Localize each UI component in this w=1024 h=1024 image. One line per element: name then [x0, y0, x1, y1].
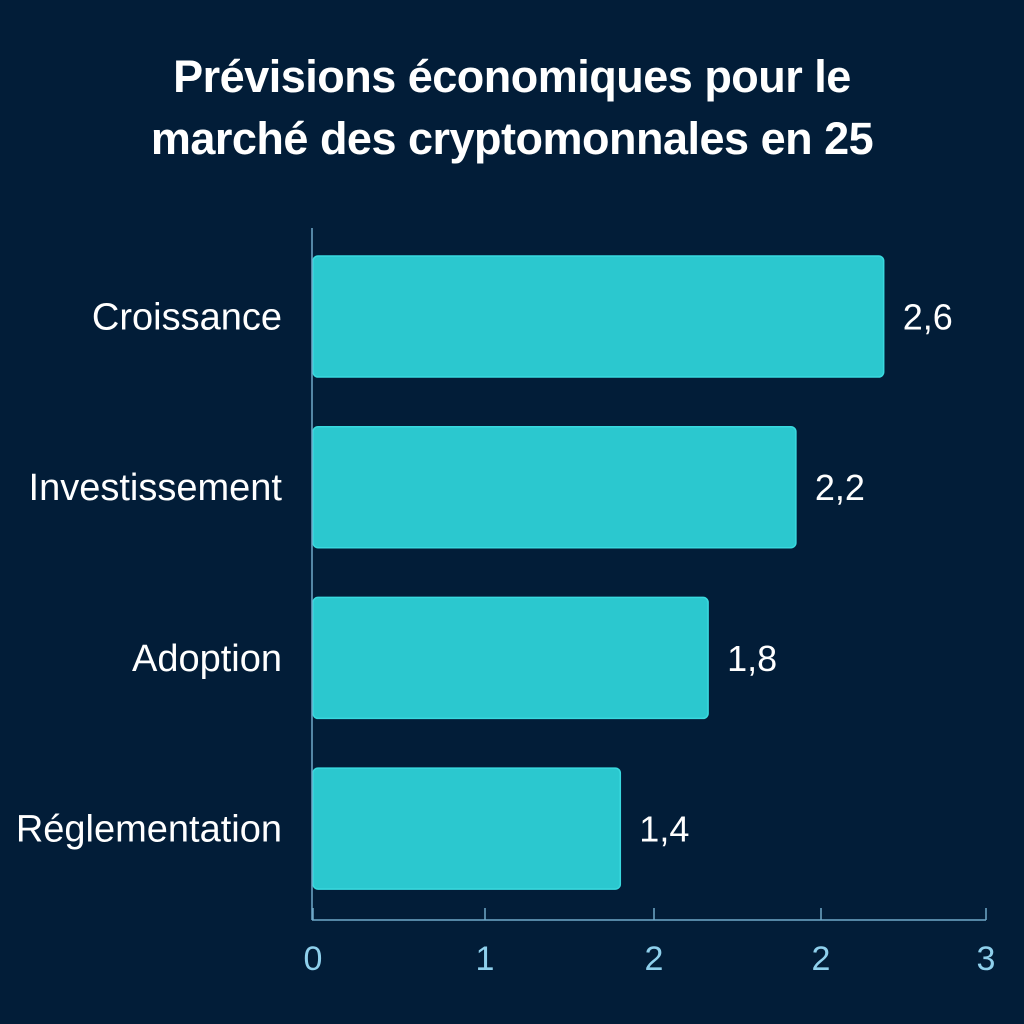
x-tick-label: 0 [304, 940, 323, 978]
category-label: Croissance [92, 297, 282, 339]
category-label: Adoption [132, 638, 282, 680]
x-axis: 0 1 2 2 3 [304, 228, 996, 978]
chart-title-line-2: marché des cryptomonnales en 25 [150, 113, 874, 164]
x-tick-label: 2 [645, 940, 664, 978]
category-label: Investissement [29, 467, 283, 509]
value-label: 2,6 [903, 297, 953, 338]
value-label: 2,2 [815, 467, 865, 508]
value-label: 1,4 [639, 809, 689, 850]
bar-croissance [312, 255, 885, 378]
x-tick-label: 1 [476, 940, 495, 978]
chart-title: Prévisions économiques pour le marché de… [0, 46, 1024, 170]
labels: Croissance 2,6 Investissement 2,2 Adoption 1,… [16, 297, 953, 851]
bar-adoption [312, 596, 709, 720]
chart-title-line-1: Prévisions économiques pour le [173, 51, 851, 102]
category-label: Réglementation [16, 809, 282, 851]
x-tick-label: 2 [812, 940, 831, 978]
x-tick-label: 3 [977, 940, 996, 978]
bar-reglementation [312, 767, 622, 890]
value-label: 1,8 [727, 638, 777, 679]
bars [312, 255, 885, 890]
bar-investissement [312, 425, 797, 549]
